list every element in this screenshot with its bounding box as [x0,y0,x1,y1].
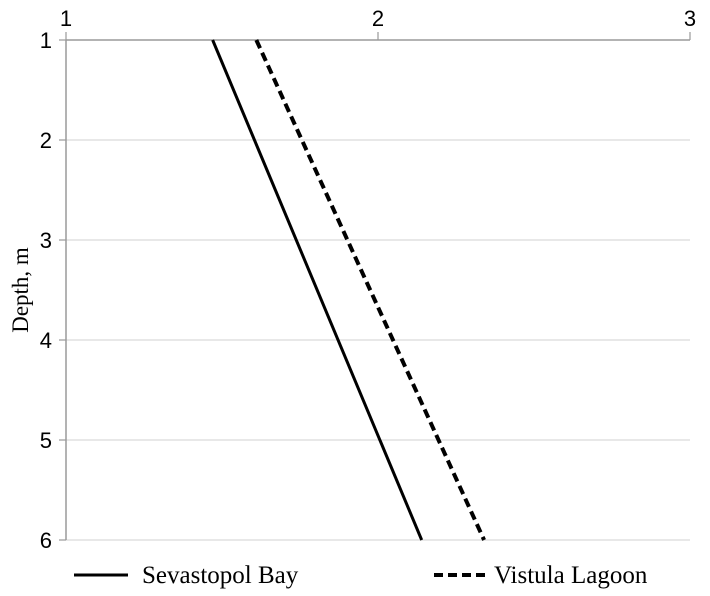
y-tick-label-1: 1 [40,28,52,53]
y-tick-label-2: 2 [40,128,52,153]
legend-label-sevastopol-bay: Sevastopol Bay [142,562,299,589]
y-tick-label-4: 4 [40,328,52,353]
grid-layer [66,139,690,541]
y-axis-title: Depth, m [8,247,33,333]
y-tick-label-6: 6 [40,528,52,553]
series-line-sevastopol-bay [211,39,424,541]
legend: Sevastopol Bay Vistula Lagoon [74,562,648,589]
series-layer [211,39,486,541]
x-tick-label-3: 3 [684,6,696,31]
series-line-vistula-lagoon [254,39,486,541]
x-tick-label-2: 2 [372,6,384,31]
y-tick-label-5: 5 [40,428,52,453]
label-layer: 1 2 3 4 5 6 1 2 3 [40,6,696,553]
legend-label-vistula-lagoon: Vistula Lagoon [494,562,648,589]
x-tick-label-1: 1 [60,6,72,31]
axis-layer [59,32,691,541]
y-tick-label-3: 3 [40,228,52,253]
